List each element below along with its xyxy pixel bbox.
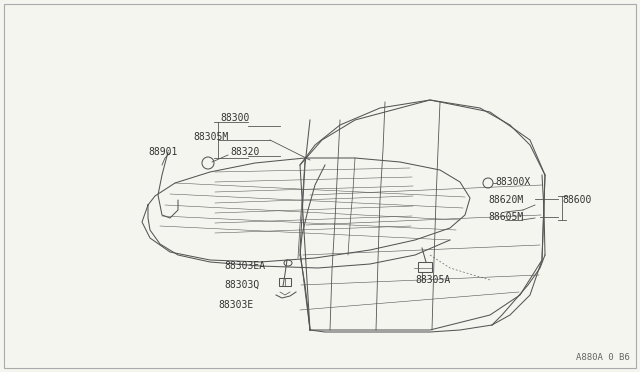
Text: 88303E: 88303E bbox=[218, 300, 253, 310]
Text: 88305A: 88305A bbox=[415, 275, 451, 285]
Bar bbox=[418, 262, 432, 272]
Text: 88320: 88320 bbox=[230, 147, 259, 157]
Text: 88300: 88300 bbox=[220, 113, 250, 123]
Text: 88303Q: 88303Q bbox=[224, 280, 259, 290]
Bar bbox=[279, 278, 291, 286]
Text: 88620M: 88620M bbox=[488, 195, 524, 205]
Text: 88901: 88901 bbox=[148, 147, 177, 157]
Text: 88305M: 88305M bbox=[193, 132, 228, 142]
Text: A880A 0 B6: A880A 0 B6 bbox=[576, 353, 630, 362]
Text: 88600: 88600 bbox=[562, 195, 591, 205]
Text: 88605M: 88605M bbox=[488, 212, 524, 222]
Text: 88303EA: 88303EA bbox=[224, 261, 265, 271]
Text: 88300X: 88300X bbox=[495, 177, 531, 187]
